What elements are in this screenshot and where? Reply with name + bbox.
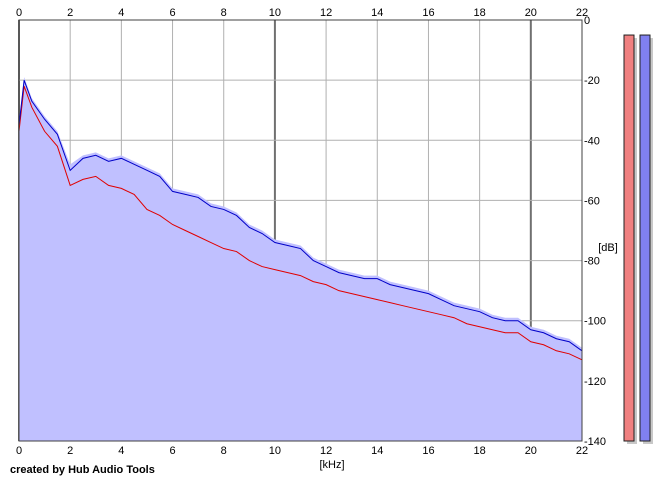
y-tick-label: -40 <box>584 135 600 147</box>
x-tick-label-bottom: 8 <box>221 445 227 457</box>
x-tick-label-top: 18 <box>474 7 486 19</box>
series-line <box>18 85 583 361</box>
y-tick-label: -60 <box>584 195 600 207</box>
x-tick-label-bottom: 16 <box>422 445 434 457</box>
x-axis-label: [kHz] <box>319 459 344 471</box>
x-tick-label-bottom: 20 <box>525 445 537 457</box>
x-tick-label-top: 14 <box>371 7 383 19</box>
x-tick-label-bottom: 4 <box>118 445 124 457</box>
x-tick-label-top: 16 <box>422 7 434 19</box>
y-tick-label: 0 <box>584 15 590 27</box>
x-tick-label-bottom: 0 <box>16 445 22 457</box>
y-tick-label: -140 <box>584 436 606 448</box>
y-tick-label: -120 <box>584 376 606 388</box>
x-tick-label-top: 8 <box>221 7 227 19</box>
plot-border <box>18 19 583 442</box>
y-axis-right: 0 -20 -40 -60 -80 -100 -120 -140 <box>584 15 606 448</box>
x-tick-label-bottom: 6 <box>169 445 175 457</box>
x-tick-label-top: 10 <box>269 7 281 19</box>
x-axis-top: 0 2 4 6 8 10 12 14 16 18 20 22 <box>16 7 588 19</box>
y-axis-label: [dB] <box>598 242 618 254</box>
x-tick-label-top: 22 <box>576 7 588 19</box>
credit-text: created by Hub Audio Tools <box>10 464 155 476</box>
area-fill <box>19 77 582 441</box>
x-tick-label-bottom: 10 <box>269 445 281 457</box>
x-tick-label-top: 20 <box>525 7 537 19</box>
line-series <box>18 79 583 361</box>
level-meters <box>623 34 653 445</box>
x-tick-label-bottom: 18 <box>474 445 486 457</box>
x-tick-label-top: 4 <box>118 7 124 19</box>
x-tick-label-bottom: 14 <box>371 445 383 457</box>
area-series <box>19 77 582 441</box>
level-meter-bar <box>623 34 635 442</box>
y-tick-label: -100 <box>584 316 606 328</box>
x-axis-bottom: 0 2 4 6 8 10 12 14 16 18 20 22 <box>16 445 588 457</box>
plot-frame <box>18 19 583 442</box>
x-tick-label-bottom: 22 <box>576 445 588 457</box>
x-tick-label-top: 0 <box>16 7 22 19</box>
x-tick-label-top: 2 <box>67 7 73 19</box>
x-tick-label-bottom: 12 <box>320 445 332 457</box>
series-line <box>18 79 583 352</box>
x-tick-label-bottom: 2 <box>67 445 73 457</box>
x-tick-label-top: 12 <box>320 7 332 19</box>
level-meter-bar <box>639 34 651 442</box>
y-tick-label: -80 <box>584 256 600 268</box>
x-tick-label-top: 6 <box>169 7 175 19</box>
y-tick-label: -20 <box>584 75 600 87</box>
